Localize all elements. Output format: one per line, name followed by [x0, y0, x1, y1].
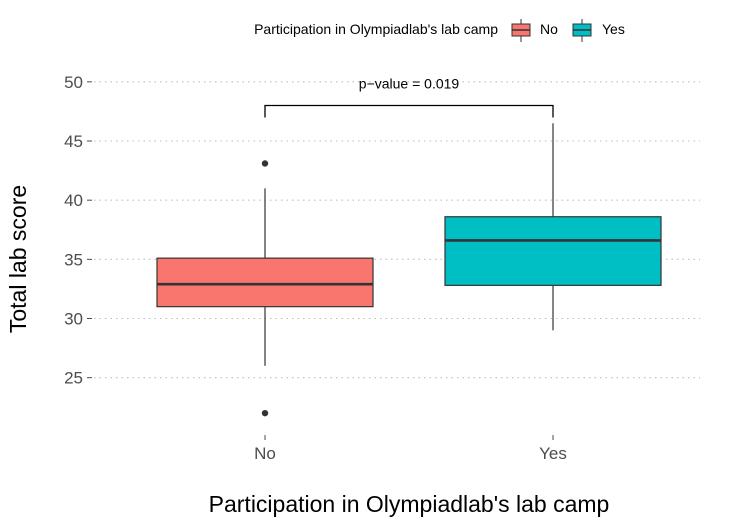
y-tick-label-45: 45	[64, 132, 83, 151]
x-tick-label-yes: Yes	[539, 444, 567, 463]
legend-key-no	[511, 19, 531, 42]
box-rect-no	[156, 257, 374, 308]
y-axis: 25 30 35 40 45 50	[64, 73, 92, 388]
p-value-label: p−value = 0.019	[359, 76, 460, 92]
y-axis-title: Total lab score	[5, 185, 31, 333]
outlier-no-1	[261, 409, 269, 417]
box-rect-yes	[444, 216, 662, 286]
y-tick-label-25: 25	[64, 369, 83, 388]
legend-key-yes	[572, 19, 592, 42]
y-tick-label-50: 50	[64, 73, 83, 92]
boxes	[156, 123, 662, 417]
y-tick-label-30: 30	[64, 310, 83, 329]
outlier-no-0	[261, 160, 269, 167]
box-yes	[444, 123, 662, 331]
x-axis-title: Participation in Olympiadlab's lab camp	[209, 491, 610, 517]
legend-label-yes: Yes	[602, 21, 625, 37]
legend: Participation in Olympiadlab's lab camp …	[254, 19, 625, 42]
box-no	[156, 160, 374, 417]
significance-annotation: p−value = 0.019	[264, 76, 554, 118]
significance-bracket	[264, 104, 554, 118]
gridlines	[94, 81, 700, 379]
y-tick-label-35: 35	[64, 250, 83, 269]
legend-label-no: No	[540, 21, 558, 37]
x-tick-label-no: No	[254, 444, 276, 463]
y-tick-label-40: 40	[64, 191, 83, 210]
legend-title: Participation in Olympiadlab's lab camp	[254, 21, 498, 37]
x-axis: No Yes	[254, 435, 567, 463]
